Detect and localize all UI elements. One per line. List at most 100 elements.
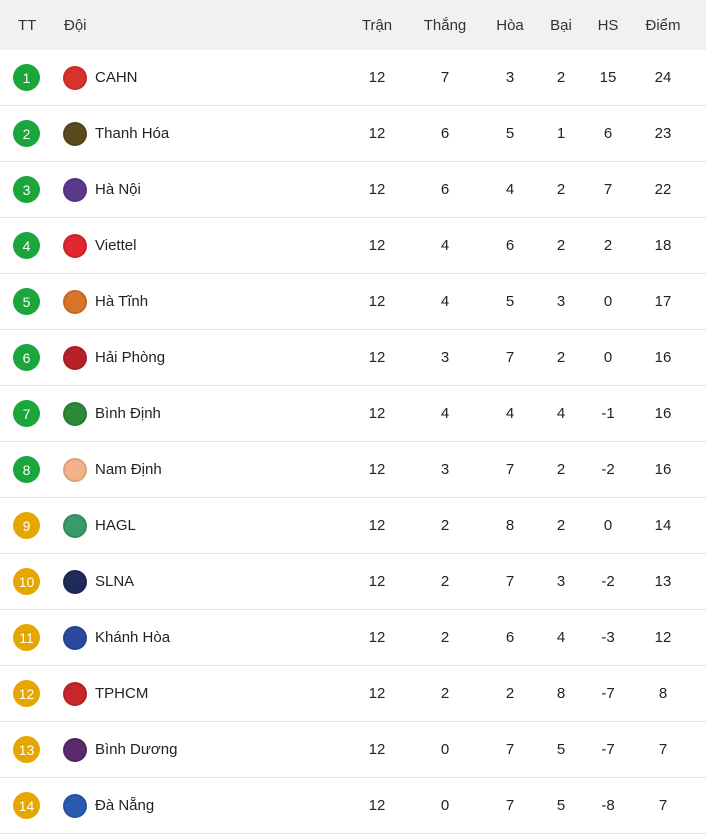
table-row[interactable]: 8 Nam Định 12 3 7 2 -2 16	[0, 442, 706, 498]
table-row[interactable]: 10 SLNA 12 2 7 3 -2 13	[0, 554, 706, 610]
cell-lost: 5	[556, 797, 566, 814]
header-drawn: Hòa	[496, 16, 524, 34]
rank-badge: 8	[13, 456, 40, 483]
cell-drawn: 6	[505, 237, 515, 254]
team-logo-icon	[63, 234, 87, 258]
cell-points: 7	[658, 741, 668, 758]
rank-badge: 10	[13, 568, 40, 595]
table-row[interactable]: 14 Đà Nẵng 12 0 7 5 -8 7	[0, 778, 706, 834]
team-name[interactable]: SLNA	[95, 573, 135, 590]
team-name[interactable]: TPHCM	[95, 685, 149, 702]
team-logo-icon	[63, 66, 87, 90]
cell-won: 4	[440, 293, 450, 310]
team-name[interactable]: CAHN	[95, 69, 138, 86]
table-row[interactable]: 6 Hải Phòng 12 3 7 2 0 16	[0, 330, 706, 386]
cell-lost: 4	[556, 405, 566, 422]
cell-won: 2	[440, 685, 450, 702]
rank-badge: 11	[13, 624, 40, 651]
team-name[interactable]: Khánh Hòa	[95, 629, 171, 646]
table-row[interactable]: 1 CAHN 12 7 3 2 15 24	[0, 50, 706, 106]
cell-won: 3	[440, 349, 450, 366]
table-row[interactable]: 7 Bình Định 12 4 4 4 -1 16	[0, 386, 706, 442]
team-name[interactable]: Viettel	[95, 237, 137, 254]
team-name[interactable]: Nam Định	[95, 461, 162, 478]
cell-won: 0	[440, 797, 450, 814]
team-name[interactable]: Hải Phòng	[95, 349, 166, 366]
cell-won: 0	[440, 741, 450, 758]
cell-drawn: 4	[505, 181, 515, 198]
cell-points: 18	[654, 237, 672, 254]
cell-won: 6	[440, 181, 450, 198]
cell-gd: -7	[601, 685, 615, 702]
cell-drawn: 6	[505, 629, 515, 646]
table-row[interactable]: 9 HAGL 12 2 8 2 0 14	[0, 498, 706, 554]
team-logo-icon	[63, 626, 87, 650]
header-points: Điểm	[645, 16, 681, 34]
cell-gd: -2	[601, 573, 615, 590]
cell-lost: 3	[556, 573, 566, 590]
rank-badge: 6	[13, 344, 40, 371]
cell-lost: 8	[556, 685, 566, 702]
cell-points: 22	[654, 181, 672, 198]
cell-won: 7	[440, 69, 450, 86]
team-logo-icon	[63, 178, 87, 202]
cell-drawn: 8	[505, 517, 515, 534]
team-logo-icon	[63, 570, 87, 594]
table-row[interactable]: 2 Thanh Hóa 12 6 5 1 6 23	[0, 106, 706, 162]
cell-won: 4	[440, 237, 450, 254]
cell-points: 7	[658, 797, 668, 814]
cell-points: 16	[654, 405, 672, 422]
team-logo-icon	[63, 738, 87, 762]
cell-gd: -7	[601, 741, 615, 758]
team-name[interactable]: Thanh Hóa	[95, 125, 170, 142]
cell-won: 2	[440, 573, 450, 590]
table-row[interactable]: 12 TPHCM 12 2 2 8 -7 8	[0, 666, 706, 722]
team-logo-icon	[63, 402, 87, 426]
cell-won: 2	[440, 517, 450, 534]
rank-badge: 13	[13, 736, 40, 763]
team-logo-icon	[63, 346, 87, 370]
team-name[interactable]: Bình Dương	[95, 741, 178, 758]
header-team: Đội	[64, 16, 87, 34]
table-row[interactable]: 3 Hà Nội 12 6 4 2 7 22	[0, 162, 706, 218]
cell-lost: 2	[556, 349, 566, 366]
cell-points: 24	[654, 69, 672, 86]
cell-lost: 4	[556, 629, 566, 646]
cell-gd: 2	[603, 237, 613, 254]
cell-played: 12	[368, 685, 386, 702]
cell-played: 12	[368, 797, 386, 814]
team-name[interactable]: HAGL	[95, 517, 136, 534]
cell-played: 12	[368, 461, 386, 478]
table-row[interactable]: 13 Bình Dương 12 0 7 5 -7 7	[0, 722, 706, 778]
cell-points: 16	[654, 461, 672, 478]
cell-gd: -3	[601, 629, 615, 646]
team-name[interactable]: Hà Nội	[95, 181, 141, 198]
cell-won: 4	[440, 405, 450, 422]
cell-won: 2	[440, 629, 450, 646]
team-name[interactable]: Hà Tĩnh	[95, 293, 149, 310]
rank-badge: 2	[13, 120, 40, 147]
cell-lost: 2	[556, 181, 566, 198]
cell-points: 17	[654, 293, 672, 310]
table-row[interactable]: 11 Khánh Hòa 12 2 6 4 -3 12	[0, 610, 706, 666]
table-header: TT Đội Trận Thắng Hòa Bại HS Điểm	[0, 0, 706, 50]
cell-played: 12	[368, 573, 386, 590]
table-row[interactable]: 5 Hà Tĩnh 12 4 5 3 0 17	[0, 274, 706, 330]
cell-points: 14	[654, 517, 672, 534]
rank-badge: 14	[13, 792, 40, 819]
cell-won: 6	[440, 125, 450, 142]
cell-played: 12	[368, 69, 386, 86]
cell-gd: 15	[599, 69, 617, 86]
team-name[interactable]: Đà Nẵng	[95, 797, 155, 814]
table-row[interactable]: 4 Viettel 12 4 6 2 2 18	[0, 218, 706, 274]
header-gd: HS	[597, 16, 619, 34]
cell-drawn: 7	[505, 573, 515, 590]
cell-gd: 6	[603, 125, 613, 142]
cell-played: 12	[368, 405, 386, 422]
cell-gd: 0	[603, 517, 613, 534]
cell-drawn: 5	[505, 125, 515, 142]
team-logo-icon	[63, 514, 87, 538]
header-played: Trận	[361, 16, 393, 34]
team-name[interactable]: Bình Định	[95, 405, 161, 422]
